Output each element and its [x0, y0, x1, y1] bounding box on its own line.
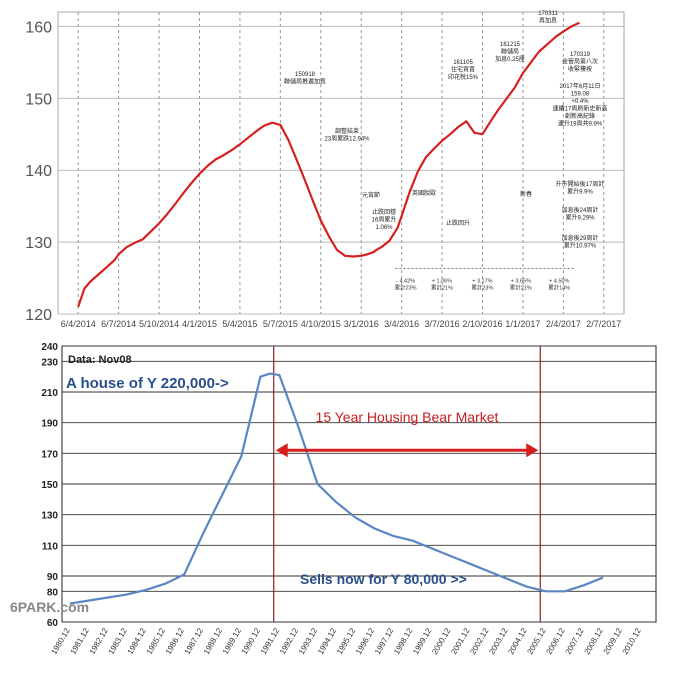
top-period-label: - 4.42%累計23%: [395, 278, 417, 291]
top-annotation: 170319 金管局第八次收緊樓按: [562, 52, 598, 73]
bottom-y-tick-label: 150: [41, 480, 58, 491]
top-annotation: 元宵節: [362, 191, 380, 199]
top-y-tick-label: 140: [25, 163, 52, 180]
bottom-chart-line: [69, 372, 604, 605]
top-x-tick-label: 5/7/2015: [263, 319, 298, 329]
top-annotation: 止跌回升: [446, 219, 470, 227]
top-x-tick-label: 1/1/2017: [505, 319, 540, 329]
bottom-y-tick-label: 170: [41, 449, 58, 460]
top-x-tick-label: 2/10/2016: [462, 319, 502, 329]
top-chart-line: [77, 21, 580, 308]
top-chart: 160 150 140 130 120 6/4/2014 6/7/2014 5/10/201…: [25, 11, 625, 329]
bottom-annotation-now: Sells now for Y 80,000 >>: [300, 571, 467, 587]
chart-divider: [0, 330, 680, 342]
top-annotation: 161105 住宅買賣印花稅15%: [448, 60, 479, 81]
top-x-tick-label: 6/7/2014: [101, 319, 136, 329]
top-y-tick-label: 160: [25, 19, 52, 36]
top-x-tick-label: 3/4/2016: [384, 319, 419, 329]
bottom-y-tick-label: 240: [41, 342, 58, 353]
bottom-y-tick-label: 130: [41, 511, 58, 522]
bottom-chart-y-ticks: 240 230 210 190 170 150 130 110 90 80 60: [41, 342, 58, 629]
top-annotation: 2017年6月11日 159.08 +0.4%連續17周刷新史新高創新高紀錄連升19…: [553, 82, 608, 128]
top-period-label: + 1.06%累計21%: [431, 278, 453, 291]
top-x-tick-label: 3/1/2016: [344, 319, 379, 329]
top-period-label: + 3.17%累計23%: [471, 278, 493, 291]
top-annotation: 調整結束 23周累跌12.94%: [324, 127, 370, 143]
top-chart-x-ticks: 6/4/2014 6/7/2014 5/10/2014 4/1/2015 5/4/201…: [61, 319, 622, 329]
top-annotation: 新春: [520, 190, 532, 198]
bottom-y-tick-label: 230: [41, 357, 58, 368]
top-y-tick-label: 130: [25, 235, 52, 252]
top-x-tick-label: 5/4/2015: [222, 319, 257, 329]
top-x-tick-label: 5/10/2014: [139, 319, 179, 329]
top-x-tick-label: 6/4/2014: [61, 319, 96, 329]
bottom-chart-markers: [273, 346, 541, 622]
top-annotation: 加息後29周計累升10.97%: [562, 234, 599, 250]
top-period-label: + 3.65%累計21%: [510, 278, 532, 291]
top-annotation: 止跌回穩 16周累升 1.06%: [372, 208, 397, 231]
bottom-series-line: [69, 372, 604, 605]
watermark-text: 6PARK.com: [10, 599, 89, 615]
top-x-tick-label: 4/10/2015: [301, 319, 341, 329]
top-x-tick-label: 2/7/2017: [586, 319, 621, 329]
bottom-chart-title: Data: Nov08: [68, 354, 132, 366]
bottom-y-tick-label: 90: [47, 572, 59, 583]
bottom-y-tick-label: 210: [41, 388, 58, 399]
top-x-tick-label: 4/1/2015: [182, 319, 217, 329]
bottom-annotation-peak: A house of Y 220,000->: [66, 375, 229, 392]
top-series-line: [77, 21, 580, 308]
top-annotation: 161215 聯儲局加息0.25厘: [495, 42, 525, 63]
bottom-y-tick-label: 80: [47, 587, 59, 598]
top-annotation: 英國脫歐: [412, 189, 436, 197]
top-chart-grid: [58, 12, 624, 315]
bottom-arrow-head-left: [275, 443, 288, 458]
top-annotation: 150918 聯儲局推遲加息: [284, 72, 326, 86]
top-y-tick-label: 120: [25, 307, 52, 324]
bottom-annotation-bear-market: 15 Year Housing Bear Market: [316, 409, 499, 425]
top-annotation: 升市開始後17周計累升9.9%: [556, 180, 605, 196]
bottom-y-tick-label: 60: [47, 618, 59, 629]
top-chart-y-ticks: 160 150 140 130 120: [25, 19, 52, 324]
top-chart-frame: [57, 11, 625, 315]
bottom-y-tick-label: 190: [41, 419, 58, 430]
bottom-arrow-head-right: [526, 443, 539, 458]
top-chart-periods: - 4.42%累計23% + 1.06%累計21% + 3.17%累計23% + 3.…: [395, 267, 574, 291]
top-x-tick-label: 2/4/2017: [546, 319, 581, 329]
top-annotation: 170311 再加息: [538, 11, 558, 25]
top-period-label: + 4.50%累計14%: [548, 278, 570, 291]
bottom-y-tick-label: 110: [42, 541, 59, 552]
top-annotation: 加息後24周計累升9.29%: [562, 206, 599, 222]
top-x-tick-label: 3/7/2016: [425, 319, 460, 329]
top-y-tick-label: 150: [25, 91, 52, 108]
bottom-chart-annotations: A house of Y 220,000-> 15 Year Housing Be…: [66, 375, 539, 587]
